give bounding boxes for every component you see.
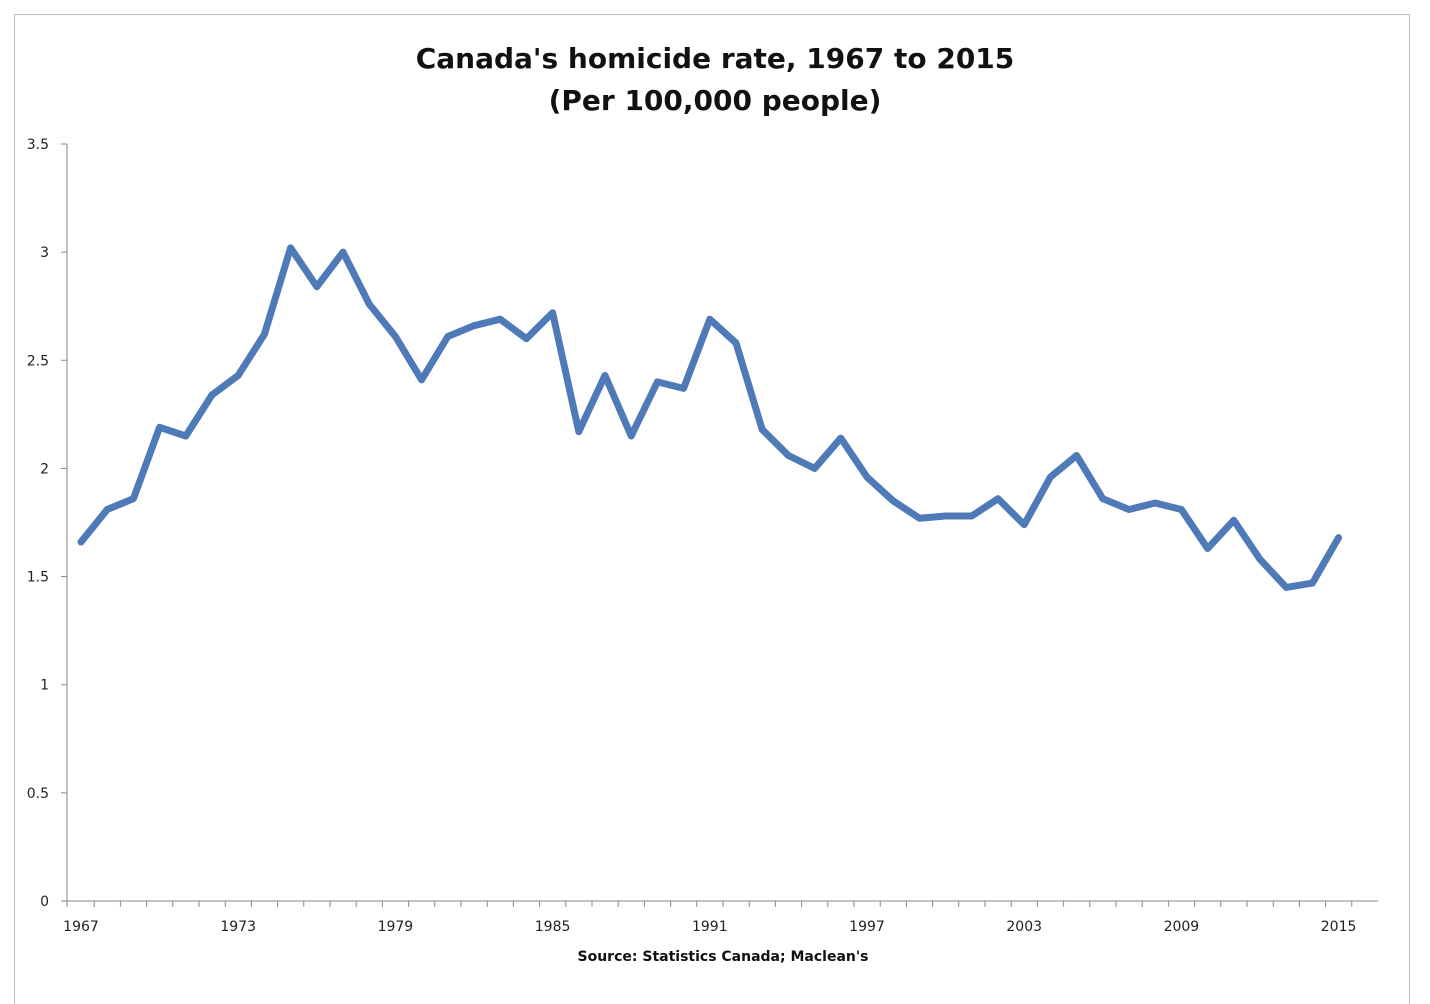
data-point: [680, 385, 687, 392]
data-point: [471, 322, 477, 329]
x-tick-label: 1979: [378, 919, 414, 935]
data-point: [968, 513, 975, 520]
data-point: [392, 333, 399, 340]
x-tick-label: 1973: [220, 919, 256, 935]
data-point: [104, 506, 111, 513]
data-point: [340, 249, 346, 256]
y-tick-label: 1.5: [27, 570, 49, 586]
data-point: [313, 283, 320, 290]
x-tick-label: 1967: [63, 919, 99, 935]
x-axis: 1967 1973 1979 1985 1991 1997 2003 2009 2015: [63, 900, 1378, 935]
data-point: [890, 497, 897, 504]
data-point: [785, 452, 792, 459]
chart-title-block: Canada's homicide rate, 1967 to 2015 (Pe…: [0, 38, 1430, 122]
x-tick-label: 1997: [849, 919, 885, 935]
data-point: [366, 301, 373, 308]
y-tick-label: 2.5: [27, 353, 49, 369]
data-point: [1126, 506, 1132, 513]
data-point: [654, 378, 661, 385]
x-tick-label: 1985: [535, 919, 571, 935]
data-point: [523, 335, 530, 342]
series-homicide-rate: [77, 244, 1343, 591]
y-axis: 0 0.5 1 1.5 2 2.5 3 3.5: [27, 137, 68, 910]
data-point: [1073, 452, 1080, 459]
data-point: [733, 339, 739, 346]
data-point: [1021, 521, 1028, 528]
chart-title: Canada's homicide rate, 1967 to 2015: [415, 42, 1015, 75]
y-tick-label: 0.5: [27, 786, 49, 802]
x-tick-label: 2009: [1164, 919, 1200, 935]
data-point: [1309, 580, 1316, 587]
data-point: [628, 432, 635, 439]
data-point: [1257, 556, 1263, 563]
data-point: [261, 331, 268, 338]
data-point: [1099, 495, 1106, 502]
data-point: [130, 495, 137, 502]
x-tick-label: 2015: [1321, 919, 1357, 935]
data-point: [706, 316, 713, 323]
data-point: [1047, 474, 1054, 481]
data-point: [811, 465, 818, 472]
data-point: [1283, 584, 1290, 591]
y-tick-label: 1: [40, 678, 49, 694]
y-tick-label: 0: [40, 894, 49, 910]
data-point: [156, 424, 163, 431]
data-point: [864, 474, 870, 481]
data-point: [78, 538, 84, 545]
data-point: [287, 244, 294, 251]
data-point: [1230, 517, 1237, 524]
data-point: [1152, 500, 1159, 507]
data-point: [235, 372, 242, 379]
data-point: [837, 435, 844, 442]
x-tick-label: 1991: [692, 919, 728, 935]
data-point: [942, 513, 949, 520]
data-point: [444, 333, 451, 340]
data-point: [1335, 534, 1342, 541]
data-point: [602, 372, 608, 379]
y-tick-label: 3.5: [27, 137, 49, 153]
data-point: [182, 432, 189, 439]
data-point: [1178, 506, 1185, 513]
source-note: Source: Statistics Canada; Maclean's: [578, 949, 869, 965]
data-point: [575, 428, 582, 435]
data-point: [497, 316, 504, 323]
data-point: [759, 426, 766, 433]
data-point: [418, 376, 425, 383]
y-tick-label: 2: [40, 461, 49, 477]
x-tick-label: 2003: [1006, 919, 1042, 935]
series-line: [77, 244, 1343, 591]
data-point: [549, 309, 556, 316]
data-point: [995, 495, 1001, 502]
data-point: [209, 391, 215, 398]
data-point: [1204, 545, 1211, 552]
data-point: [916, 515, 923, 522]
chart-subtitle: (Per 100,000 people): [548, 84, 882, 117]
y-tick-label: 3: [40, 245, 49, 261]
